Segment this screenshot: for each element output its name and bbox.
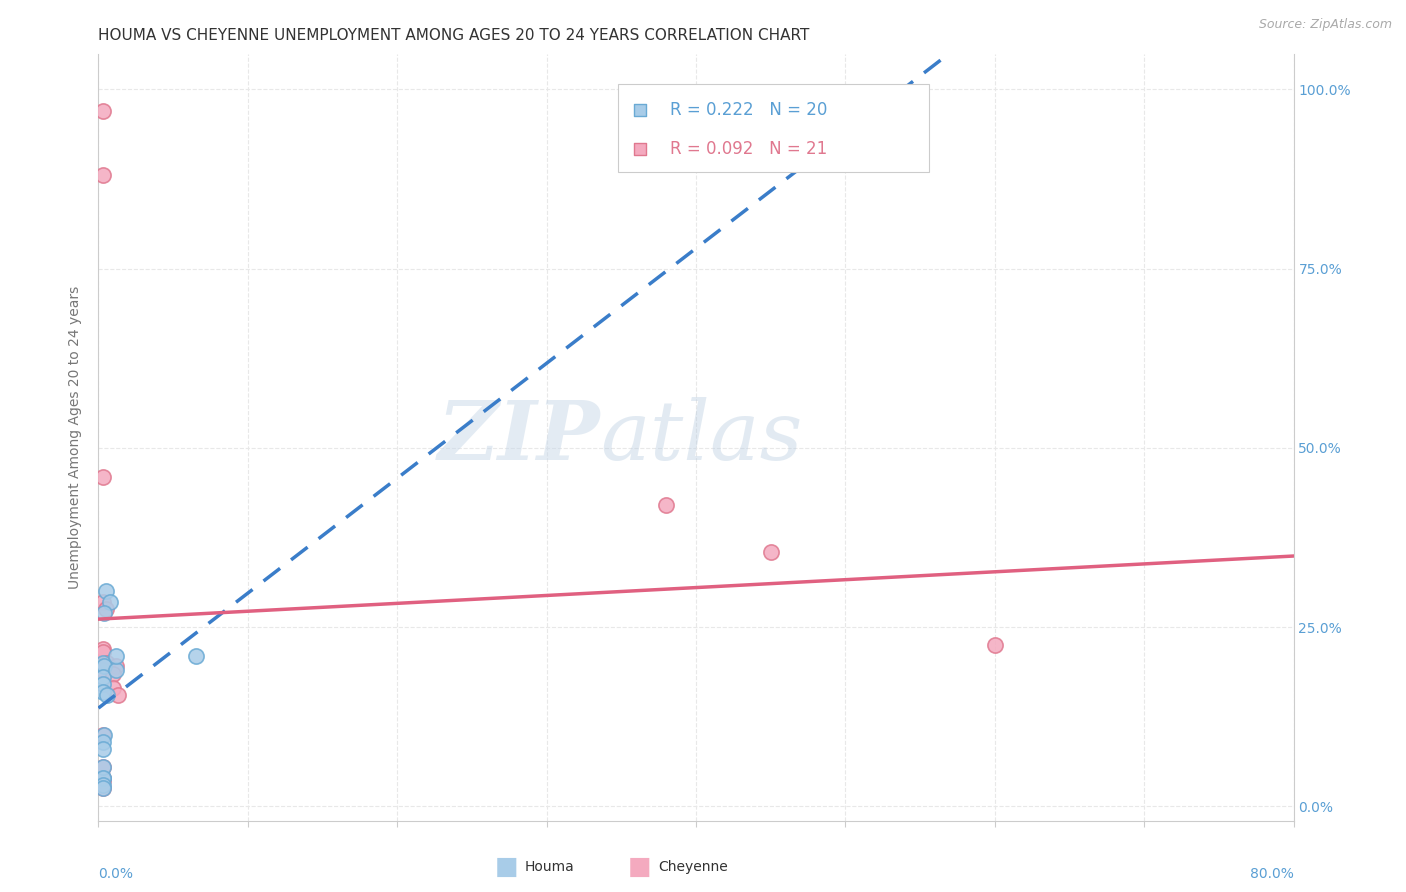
Point: [759, 545, 782, 559]
Point: [105, 648, 128, 663]
Point: [107, 688, 129, 702]
Text: R = 0.222   N = 20: R = 0.222 N = 20: [669, 101, 827, 119]
Point: [96, 688, 118, 702]
Point: [655, 498, 678, 512]
Point: [91, 781, 114, 796]
Text: HOUMA VS CHEYENNE UNEMPLOYMENT AMONG AGES 20 TO 24 YEARS CORRELATION CHART: HOUMA VS CHEYENNE UNEMPLOYMENT AMONG AGE…: [98, 28, 810, 43]
Point: [94, 584, 117, 599]
Point: [763, 172, 786, 186]
Point: [91, 760, 114, 774]
Point: [91, 774, 114, 789]
Text: ZIP: ZIP: [437, 397, 600, 477]
Point: [93, 606, 115, 620]
Point: [91, 641, 114, 656]
Point: [91, 663, 114, 677]
Point: [91, 771, 114, 785]
Point: [91, 735, 114, 749]
Text: Source: ZipAtlas.com: Source: ZipAtlas.com: [1258, 18, 1392, 31]
Text: 80.0%: 80.0%: [1250, 867, 1294, 880]
Text: R = 0.092   N = 21: R = 0.092 N = 21: [669, 140, 827, 159]
Point: [91, 760, 114, 774]
Point: [103, 681, 125, 695]
Point: [105, 663, 128, 677]
Point: [91, 771, 114, 785]
Text: atlas: atlas: [600, 397, 803, 477]
Point: [91, 771, 114, 785]
Point: [98, 595, 122, 609]
Text: ■: ■: [495, 855, 517, 879]
Point: [91, 742, 114, 756]
Point: [93, 728, 115, 742]
Point: [96, 656, 118, 670]
Point: [91, 169, 114, 183]
Point: [91, 778, 114, 792]
Point: [984, 638, 1007, 652]
Point: [91, 781, 114, 796]
FancyBboxPatch shape: [619, 84, 929, 172]
Text: Cheyenne: Cheyenne: [658, 860, 728, 874]
Text: 0.0%: 0.0%: [98, 867, 134, 880]
Point: [94, 602, 117, 616]
Point: [103, 666, 125, 681]
Point: [91, 595, 114, 609]
Point: [91, 656, 114, 670]
Point: [91, 670, 114, 684]
Point: [91, 103, 114, 118]
Text: Houma: Houma: [524, 860, 574, 874]
Point: [93, 659, 115, 673]
Text: ■: ■: [628, 855, 651, 879]
Point: [105, 659, 128, 673]
Point: [763, 135, 786, 149]
Point: [91, 728, 114, 742]
Point: [91, 645, 114, 659]
Point: [91, 684, 114, 698]
Point: [91, 677, 114, 691]
Point: [184, 648, 207, 663]
Y-axis label: Unemployment Among Ages 20 to 24 years: Unemployment Among Ages 20 to 24 years: [69, 285, 83, 589]
Point: [91, 469, 114, 483]
